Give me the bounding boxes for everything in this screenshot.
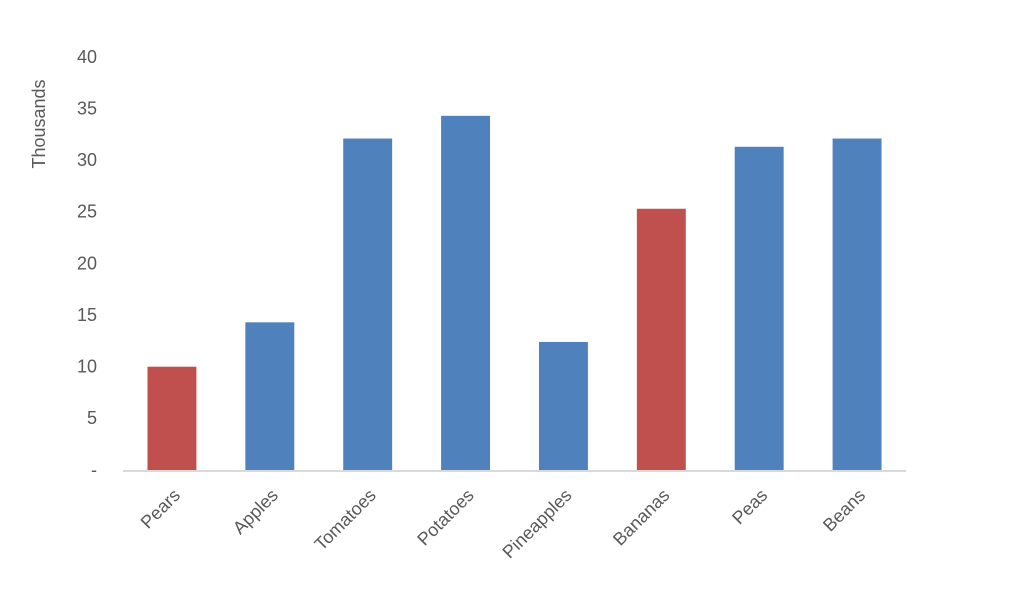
y-tick-label: 25: [77, 202, 97, 222]
y-tick-label: 20: [77, 253, 97, 273]
x-tick-label: Bananas: [609, 485, 673, 549]
bar: [441, 115, 491, 471]
bar: [147, 366, 197, 471]
y-tick-label: 10: [77, 357, 97, 377]
bar: [734, 146, 784, 472]
bar: [832, 138, 882, 471]
x-tick-label: Apples: [229, 485, 282, 538]
x-tick-label: Tomatoes: [311, 485, 380, 554]
y-tick-label: 30: [77, 150, 97, 170]
y-tick-label: -: [91, 460, 97, 480]
x-tick-label: Peas: [728, 485, 771, 528]
x-tick-label: Pears: [137, 485, 184, 532]
y-axis-label: Thousands: [29, 79, 49, 168]
bar: [538, 341, 588, 471]
y-tick-label: 5: [87, 408, 97, 428]
y-tick-label: 15: [77, 305, 97, 325]
y-tick-label: 40: [77, 47, 97, 67]
x-tick-label: Pineapples: [498, 485, 575, 562]
bar: [343, 138, 393, 471]
x-tick-label: Beans: [819, 485, 869, 535]
x-tick-label: Potatoes: [413, 485, 477, 549]
bar: [245, 322, 295, 471]
y-tick-label: 35: [77, 98, 97, 118]
bar: [636, 208, 686, 471]
